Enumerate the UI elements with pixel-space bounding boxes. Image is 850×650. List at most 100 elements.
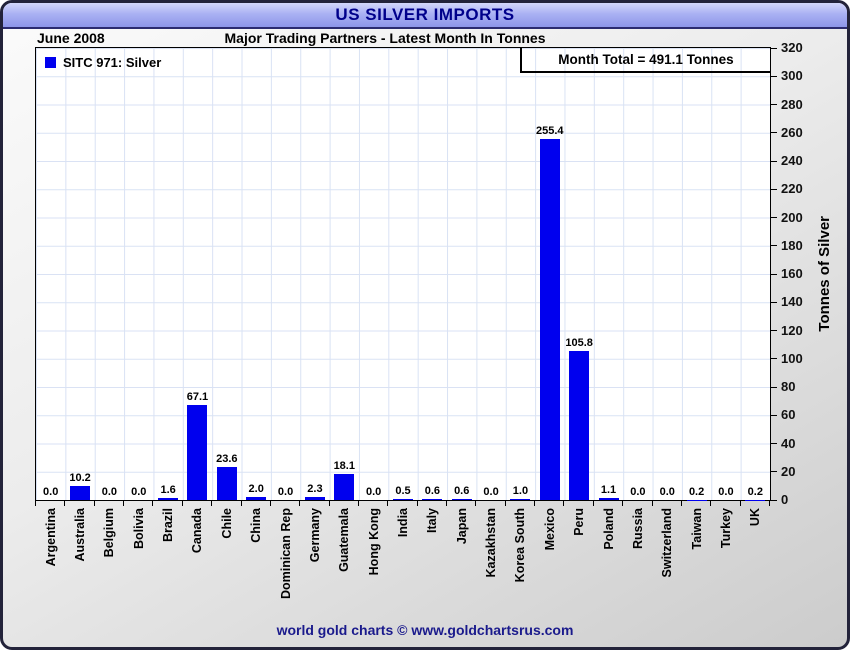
x-tick-mark: [152, 501, 154, 506]
x-tick-mark: [416, 501, 418, 506]
legend-swatch-icon: [45, 57, 56, 68]
bar-Canada: [187, 405, 208, 500]
x-tick-mark: [123, 501, 125, 506]
x-label-Mexico: Mexico: [542, 508, 557, 551]
x-tick-mark: [328, 501, 330, 506]
x-tick-mark: [93, 501, 95, 506]
month-total-box: Month Total = 491.1 Tonnes: [520, 48, 770, 73]
x-label-Germany: Germany: [307, 508, 322, 563]
footer: world gold charts © www.goldchartsrus.co…: [3, 622, 847, 640]
x-label-Kazakhstan: Kazakhstan: [484, 508, 499, 578]
bar-value-label: 0.0: [718, 486, 734, 498]
x-tick-mark: [592, 501, 594, 506]
x-label-Belgium: Belgium: [102, 508, 117, 558]
bar-value-label: 0.5: [395, 485, 411, 498]
legend: SITC 971: Silver: [45, 55, 161, 70]
bar-value-label: 0.0: [365, 486, 382, 498]
bar-value-label: 0.0: [483, 486, 499, 498]
x-label-Italy: Italy: [425, 508, 440, 534]
bar-value-label: 1.6: [160, 483, 176, 496]
y-tick-mark: [771, 188, 777, 190]
bar-value-label: 255.4: [536, 125, 564, 138]
y-tick-mark: [771, 330, 777, 331]
legend-label: SITC 971: Silver: [63, 55, 162, 70]
x-label-Australia: Australia: [73, 508, 88, 562]
bar-Poland: [598, 498, 619, 500]
y-axis-title-wrap: Tonnes of Silver: [809, 47, 839, 501]
bar-value-label: 0.2: [747, 485, 763, 498]
y-tick-mark: [771, 443, 777, 444]
x-label-Korea South: Korea South: [513, 508, 528, 583]
y-tick-mark: [771, 273, 777, 275]
bar-Italy: [422, 499, 443, 500]
bar-value-label: 0.0: [659, 486, 675, 498]
bar-Mexico: [539, 139, 560, 500]
page-title: US SILVER IMPORTS: [335, 5, 515, 24]
bar-value-label: 2.3: [307, 482, 323, 495]
chart-canvas: US SILVER IMPORTS June 2008 Major Tradin…: [3, 3, 847, 647]
y-tick-label: 0: [781, 492, 789, 507]
y-tick-label: 140: [781, 294, 803, 310]
x-tick-mark: [622, 501, 624, 506]
y-tick-label: 20: [781, 463, 796, 479]
x-axis-ticks: [35, 501, 771, 507]
subtitle-bar: June 2008 Major Trading Partners - Lates…: [3, 29, 847, 47]
y-tick-label: 260: [781, 124, 803, 140]
bar-value-label: 0.6: [454, 485, 470, 498]
x-tick-mark: [211, 501, 213, 506]
y-tick-label: 220: [781, 181, 803, 197]
y-tick-label: 100: [781, 350, 803, 366]
x-label-Turkey: Turkey: [718, 508, 733, 549]
x-tick-mark: [475, 501, 477, 506]
y-tick-label: 300: [781, 68, 803, 84]
y-tick-mark: [771, 75, 777, 77]
title-bar: US SILVER IMPORTS: [3, 3, 847, 29]
bar-value-label: 67.1: [186, 391, 209, 404]
y-tick-label: 80: [781, 379, 796, 394]
x-label-Taiwan: Taiwan: [689, 508, 704, 550]
bar-value-label: 0.0: [101, 486, 118, 498]
x-tick-mark: [269, 501, 271, 506]
bar-Korea South: [510, 498, 531, 500]
x-tick-mark: [651, 501, 653, 506]
y-tick-label: 120: [781, 322, 803, 338]
x-label-Poland: Poland: [601, 508, 616, 550]
x-tick-mark: [563, 501, 565, 506]
x-tick-mark: [387, 501, 389, 506]
x-tick-mark: [240, 501, 242, 506]
bar-value-label: 1.1: [600, 484, 617, 497]
y-tick-label: 240: [781, 153, 803, 168]
bar-Japan: [451, 499, 472, 500]
y-tick-mark: [771, 245, 777, 247]
x-tick-mark: [357, 501, 359, 506]
y-axis-title: Tonnes of Silver: [815, 216, 833, 332]
x-tick-mark: [680, 501, 682, 506]
x-axis-labels: Argentina Australia Belgium Bolivia Brazil Ca…: [35, 508, 771, 623]
y-tick-label: 200: [781, 209, 803, 225]
x-tick-mark: [504, 501, 506, 506]
x-label-India: India: [395, 508, 410, 538]
bar-value-label: 0.0: [43, 486, 59, 498]
x-label-Russia: Russia: [630, 508, 645, 549]
y-tick-mark: [771, 301, 777, 303]
bar-value-label: 0.0: [630, 486, 646, 498]
x-tick-mark: [769, 501, 770, 506]
bar-Germany: [304, 496, 325, 500]
bar-Guatemala: [334, 474, 355, 500]
bar-value-label: 23.6: [216, 452, 238, 465]
date-label: June 2008: [37, 30, 105, 46]
bar-value-label: 0.6: [424, 485, 440, 498]
bar-value-label: 0.0: [277, 486, 294, 498]
bars-layer: 0.0 10.2 0.0 0.0 1.6 67.1 23.6 2.0 0.0 2.3 18.1 0.0…: [36, 48, 770, 500]
chart-subtitle: Major Trading Partners - Latest Month In…: [224, 30, 546, 46]
x-tick-mark: [739, 501, 741, 506]
bar-Peru: [569, 350, 590, 500]
x-tick-mark: [299, 501, 301, 506]
y-tick-label: 280: [781, 96, 803, 112]
bar-India: [393, 499, 413, 500]
y-tick-mark: [771, 471, 777, 473]
y-tick-label: 60: [781, 407, 796, 423]
bar-China: [246, 497, 267, 500]
y-tick-mark: [771, 358, 777, 360]
x-tick-mark: [64, 501, 66, 506]
